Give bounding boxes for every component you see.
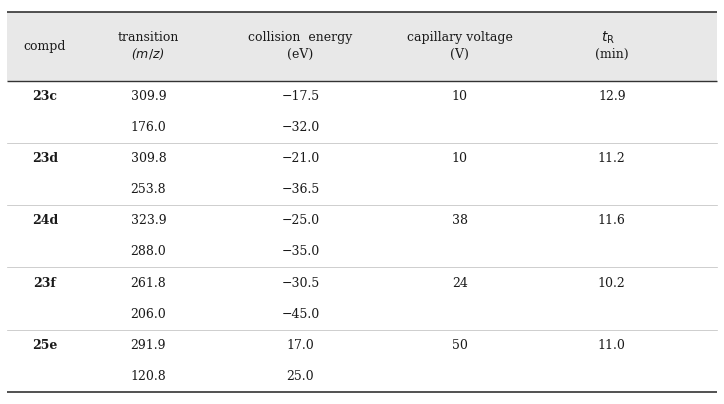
Text: 11.2: 11.2 (598, 152, 626, 165)
Text: (min): (min) (595, 48, 628, 61)
Text: 50: 50 (452, 339, 468, 352)
Text: (eV): (eV) (287, 48, 313, 61)
Text: 288.0: 288.0 (130, 245, 167, 259)
Text: 11.6: 11.6 (598, 214, 626, 227)
Text: 309.8: 309.8 (130, 152, 167, 165)
Text: 17.0: 17.0 (287, 339, 314, 352)
Text: capillary voltage: capillary voltage (407, 32, 513, 44)
Text: −25.0: −25.0 (282, 214, 319, 227)
Text: 11.0: 11.0 (598, 339, 626, 352)
Text: 10.2: 10.2 (598, 276, 626, 290)
Text: 23d: 23d (32, 152, 58, 165)
Text: 309.9: 309.9 (130, 90, 167, 103)
Text: 12.9: 12.9 (598, 90, 626, 103)
Text: 253.8: 253.8 (130, 183, 167, 196)
Text: compd: compd (24, 40, 66, 53)
Text: −32.0: −32.0 (282, 121, 319, 134)
Text: 24d: 24d (32, 214, 58, 227)
Text: −30.5: −30.5 (282, 276, 319, 290)
Text: collision  energy: collision energy (248, 32, 353, 44)
Text: 10: 10 (452, 152, 468, 165)
Text: −45.0: −45.0 (282, 307, 319, 321)
Text: 206.0: 206.0 (130, 307, 167, 321)
Text: −17.5: −17.5 (282, 90, 319, 103)
Text: 24: 24 (452, 276, 468, 290)
Text: 25.0: 25.0 (287, 370, 314, 383)
Text: 23f: 23f (33, 276, 56, 290)
Text: $t_{\mathrm{R}}$: $t_{\mathrm{R}}$ (601, 30, 615, 46)
Text: transition: transition (118, 32, 179, 44)
Text: 176.0: 176.0 (130, 121, 167, 134)
Text: −35.0: −35.0 (282, 245, 319, 259)
Text: 38: 38 (452, 214, 468, 227)
Text: 323.9: 323.9 (130, 214, 167, 227)
Text: 291.9: 291.9 (130, 339, 167, 352)
Text: (V): (V) (450, 48, 469, 61)
Text: 23c: 23c (33, 90, 57, 103)
Text: 120.8: 120.8 (130, 370, 167, 383)
Text: 25e: 25e (32, 339, 58, 352)
Text: −21.0: −21.0 (282, 152, 319, 165)
Bar (7, 12, 717, 81)
Text: 261.8: 261.8 (130, 276, 167, 290)
Text: ($m/z$): ($m/z$) (131, 47, 166, 63)
Text: 10: 10 (452, 90, 468, 103)
Text: −36.5: −36.5 (282, 183, 319, 196)
